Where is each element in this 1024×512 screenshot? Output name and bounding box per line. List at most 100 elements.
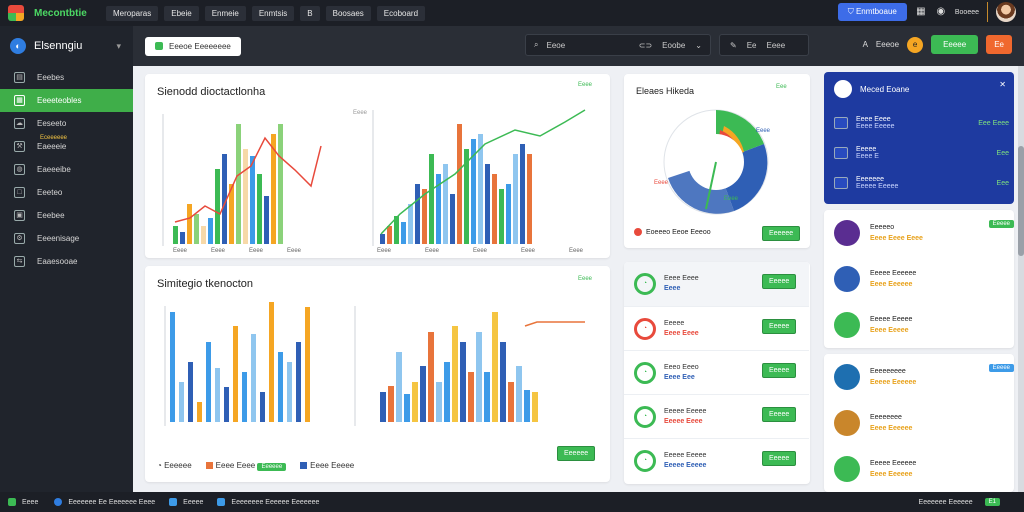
- navy-row-text: Eeeeeee Eeeee Eeeee: [856, 176, 898, 190]
- sidebar-item[interactable]: ◍ Eaeeeibe: [0, 158, 133, 181]
- menu-item[interactable]: Boosaes: [325, 5, 371, 21]
- top-primary-label: Enmtboaue: [855, 7, 897, 16]
- legend-c-label: Eeee Eeeee: [310, 461, 355, 470]
- workspace-icon: ◐: [10, 38, 26, 54]
- bar: [387, 226, 392, 244]
- sidebar-item[interactable]: □ Eeeteo: [0, 181, 133, 204]
- tool-group: ✎ Ee Eeee: [719, 34, 809, 56]
- bar: [484, 372, 490, 422]
- chevron-down-icon[interactable]: ▾: [116, 40, 121, 51]
- navy-row[interactable]: Eeee Eeee Eeee Eeeee Eee Eeee: [834, 112, 1009, 134]
- chevron-down-icon[interactable]: ⌄: [695, 40, 702, 50]
- status-icon: [8, 498, 16, 506]
- navy-row[interactable]: Eeeeeee Eeeee Eeeee Eee: [834, 172, 1009, 194]
- list-item[interactable]: ◔ Eeeee Eeeee Eeeee Eeee Eeeee: [624, 394, 809, 438]
- status-icon: [54, 498, 63, 506]
- search-input[interactable]: ⌕ Eeoe ⊂⊃ Eoobe ⌄: [525, 34, 711, 56]
- user-avatar[interactable]: [996, 2, 1016, 22]
- grid-icon[interactable]: ▦: [916, 6, 926, 17]
- menu-item[interactable]: Enmtsis: [251, 5, 295, 21]
- bar: [206, 342, 211, 422]
- scrollbar[interactable]: [1018, 66, 1024, 492]
- list-item[interactable]: ◔ Eeeee Eeeee Eeeee Eeeee Eeeee: [624, 438, 809, 482]
- bar: [471, 139, 476, 244]
- top-primary-button[interactable]: ⛉ Enmtboaue: [837, 3, 907, 21]
- list-item-button[interactable]: Eeeee: [762, 319, 797, 334]
- scrollbar-thumb[interactable]: [1018, 146, 1024, 256]
- sidebar-item-label: Eaaesooae: [37, 257, 78, 266]
- sidebar-item[interactable]: ▤ Eeebes: [0, 66, 133, 89]
- bar: [394, 216, 399, 244]
- menu-item[interactable]: B: [300, 5, 320, 21]
- tool-x[interactable]: Ee: [746, 40, 757, 50]
- person-row[interactable]: Eeeee Eeeeee Eeee Eeeeee: [824, 256, 1014, 302]
- progress-ring-icon: ◔: [634, 405, 656, 428]
- person-text: Eeeee Eeeeee Eeee Eeeeee: [870, 268, 916, 290]
- person-row[interactable]: Eeeeeeeee Eeeee Eeeeee Eeeee: [824, 354, 1014, 400]
- search-option-a[interactable]: Eoobe: [662, 40, 686, 50]
- list-item[interactable]: ◔ Eeeee Eeee Eeee Eeeee: [624, 306, 809, 350]
- person-row[interactable]: Eeeee Eeeee Eeee Eeeee: [824, 302, 1014, 348]
- sidebar-item[interactable]: ▣ Eeebee: [0, 204, 133, 227]
- tool-y[interactable]: Eeee: [766, 40, 786, 50]
- list-item[interactable]: ◔ Eeee Eeee Eeee Eeeee: [624, 262, 809, 306]
- menu-item[interactable]: Enmeie: [204, 5, 246, 21]
- bar: [264, 196, 269, 244]
- bar: [429, 154, 434, 244]
- tool-b[interactable]: Eeeoe: [875, 40, 900, 49]
- bar: [236, 124, 241, 244]
- close-icon[interactable]: ✕: [999, 80, 1006, 89]
- legend-item: ◔ Eeeeee: [157, 461, 192, 470]
- list-item-button[interactable]: Eeeee: [762, 363, 797, 378]
- search-options: ⊂⊃ Eoobe ⌄: [639, 41, 702, 50]
- settings-icon: ⚙: [14, 233, 25, 244]
- pie-button[interactable]: Eeeeee: [762, 226, 801, 241]
- legend-swatch: [300, 462, 308, 470]
- clock-icon[interactable]: ◉: [936, 6, 946, 17]
- sidebar-item[interactable]: ⚒ Eaeeeie Eceeeeee: [0, 135, 133, 158]
- bar: [194, 214, 199, 244]
- menu-item[interactable]: Meroparas: [106, 5, 159, 21]
- brush-icon[interactable]: ✎: [730, 40, 737, 50]
- sidebar-item[interactable]: ☁ Eeseeto: [0, 112, 133, 135]
- chart1-tag: Eeee: [578, 82, 593, 88]
- navy-row[interactable]: Eeeee Eeee E Eee: [834, 142, 1009, 164]
- orange-action-button[interactable]: Ee: [986, 35, 1012, 54]
- table-icon: ▦: [14, 95, 25, 106]
- bar: [532, 392, 538, 422]
- chart2-button[interactable]: Eeeeee: [557, 446, 596, 461]
- bar: [269, 302, 274, 422]
- toggle-icon[interactable]: ⊂⊃: [638, 40, 653, 50]
- list-item[interactable]: ◔ Eeeo Eeeo Eeee Eee Eeeee: [624, 350, 809, 394]
- bar: [250, 156, 255, 244]
- menu-item[interactable]: Ecoboard: [376, 5, 426, 21]
- person-row[interactable]: Eeeee Eeeeee Eeee Eeeeee: [824, 446, 1014, 492]
- tick-label: Eeee: [211, 248, 226, 254]
- sidebar-item[interactable]: ⇆ Eaaesooae: [0, 250, 133, 273]
- sidebar-item[interactable]: ▦ Eeeeteobles: [0, 89, 133, 112]
- toolbar: Eeeoe Eeeeeeee ⌕ Eeoe ⊂⊃ Eoobe ⌄ ✎ Ee Ee…: [133, 26, 1024, 66]
- menu-item[interactable]: Ebeie: [164, 5, 199, 21]
- list-item-button[interactable]: Eeeee: [762, 407, 797, 422]
- person-row[interactable]: Eeeeeo Eeee Eeee Eeee Eeeee: [824, 210, 1014, 256]
- person-row[interactable]: Eeeeeeee Eeee Eeeeee: [824, 400, 1014, 446]
- notification-badge[interactable]: e: [907, 36, 924, 53]
- navy-card: Meced Eoane ✕ Eeee Eeee Eeee Eeeee Eee Eee…: [824, 72, 1014, 204]
- list-item-button[interactable]: Eeeee: [762, 274, 797, 289]
- green-action-button[interactable]: Eeeee: [931, 35, 979, 54]
- list-item-title: Eeeee Eeeee: [664, 407, 707, 415]
- list-item-button[interactable]: Eeeee: [762, 451, 797, 466]
- cloud-icon: ☁: [14, 118, 25, 129]
- navy-row-sub: Eeeee Eeeee: [856, 183, 899, 190]
- bar: [180, 232, 185, 244]
- tick-label: Eeee: [377, 248, 392, 254]
- tool-a[interactable]: A: [862, 40, 868, 49]
- people-card-2: Eeeeeeeee Eeeee Eeeeee Eeeee Eeeeeeee Eeee E…: [824, 354, 1014, 492]
- person-meta: Eeee Eeeee: [870, 327, 909, 334]
- sidebar-item[interactable]: ⚙ Eeeenisage: [0, 227, 133, 250]
- status-icon: [217, 498, 226, 506]
- person-text: Eeeee Eeeee Eeee Eeeee: [870, 314, 912, 336]
- tick-label: Eeee: [425, 248, 440, 254]
- active-tab[interactable]: Eeeoe Eeeeeeee: [145, 36, 241, 56]
- bar: [404, 394, 410, 422]
